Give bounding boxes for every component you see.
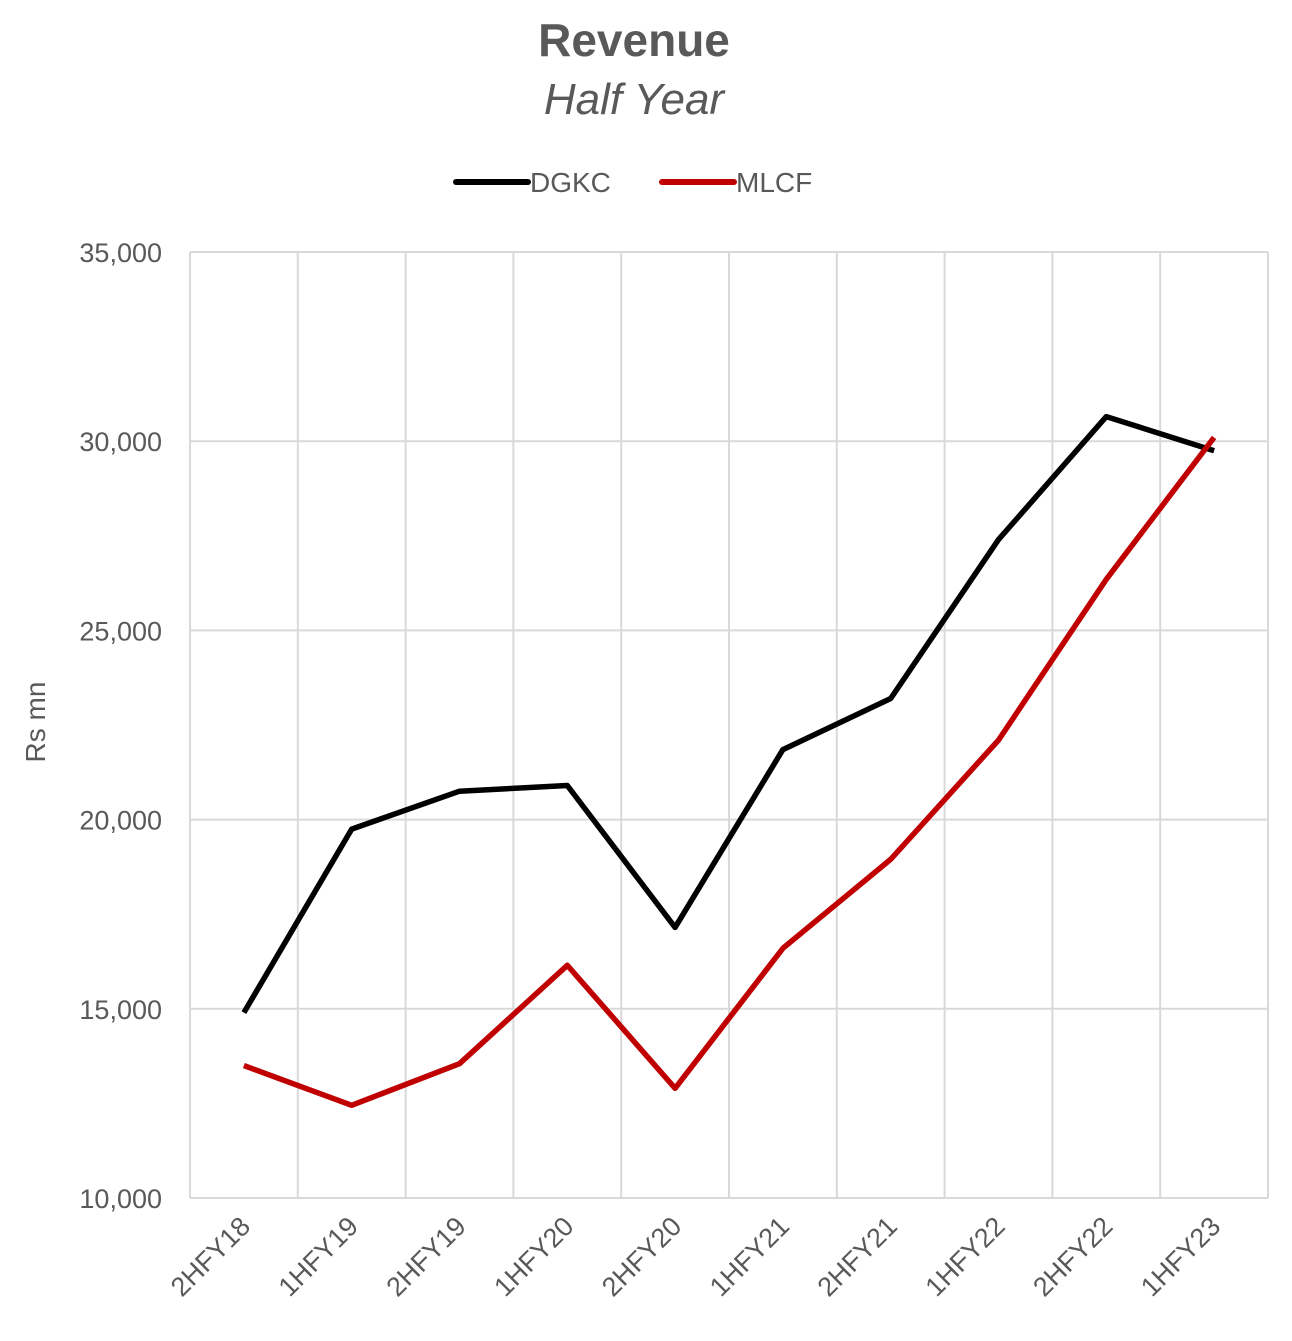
chart-subtitle: Half Year [544,75,727,124]
legend-label-mlcf: MLCF [736,167,812,198]
legend: DGKC MLCF [453,167,812,198]
x-tick-label: 2HFY21 [812,1211,903,1302]
x-tick-label: 2HFY19 [380,1211,471,1302]
x-tick-label: 1HFY22 [919,1211,1010,1302]
x-tick-label: 2HFY18 [165,1211,256,1302]
y-tick-label: 35,000 [79,238,162,268]
grid [189,251,1269,1199]
y-axis: 10,000 15,000 20,000 25,000 30,000 35,000 [79,238,162,1214]
y-tick-label: 25,000 [79,616,162,646]
chart-title: Revenue [538,14,730,66]
legend-label-dgkc: DGKC [530,167,611,198]
x-tick-label: 1HFY19 [273,1211,364,1302]
series-line-mlcf [242,435,1217,1109]
x-tick-label: 1HFY20 [488,1211,579,1302]
series-line-dgkc [241,413,1215,1014]
y-tick-label: 30,000 [79,427,162,457]
y-tick-label: 10,000 [79,1184,162,1214]
x-tick-label: 2HFY22 [1027,1211,1118,1302]
x-tick-label: 1HFY23 [1135,1211,1226,1302]
y-axis-label: Rs mn [20,682,51,763]
x-tick-label: 1HFY21 [704,1211,795,1302]
x-axis: 2HFY18 1HFY19 2HFY19 1HFY20 2HFY20 1HFY21 2HFY… [165,1211,1226,1302]
y-tick-label: 20,000 [79,806,162,836]
series-lines [241,413,1217,1109]
y-tick-label: 15,000 [79,995,162,1025]
x-tick-label: 2HFY20 [596,1211,687,1302]
